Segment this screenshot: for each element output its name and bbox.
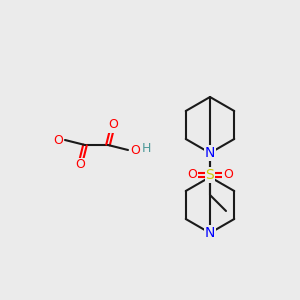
Text: O: O (108, 118, 118, 131)
Text: O: O (75, 158, 85, 172)
Text: H: H (142, 142, 152, 154)
Text: N: N (205, 146, 215, 160)
Text: S: S (206, 168, 214, 182)
Text: O: O (187, 169, 197, 182)
Text: O: O (53, 134, 63, 146)
Text: N: N (205, 226, 215, 240)
Text: O: O (130, 143, 140, 157)
Text: O: O (223, 169, 233, 182)
